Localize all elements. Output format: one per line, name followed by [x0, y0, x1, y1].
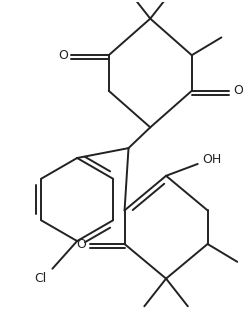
Text: Cl: Cl — [35, 272, 47, 285]
Text: O: O — [58, 49, 68, 62]
Text: OH: OH — [202, 153, 221, 166]
Text: O: O — [233, 84, 243, 97]
Text: O: O — [76, 237, 86, 250]
